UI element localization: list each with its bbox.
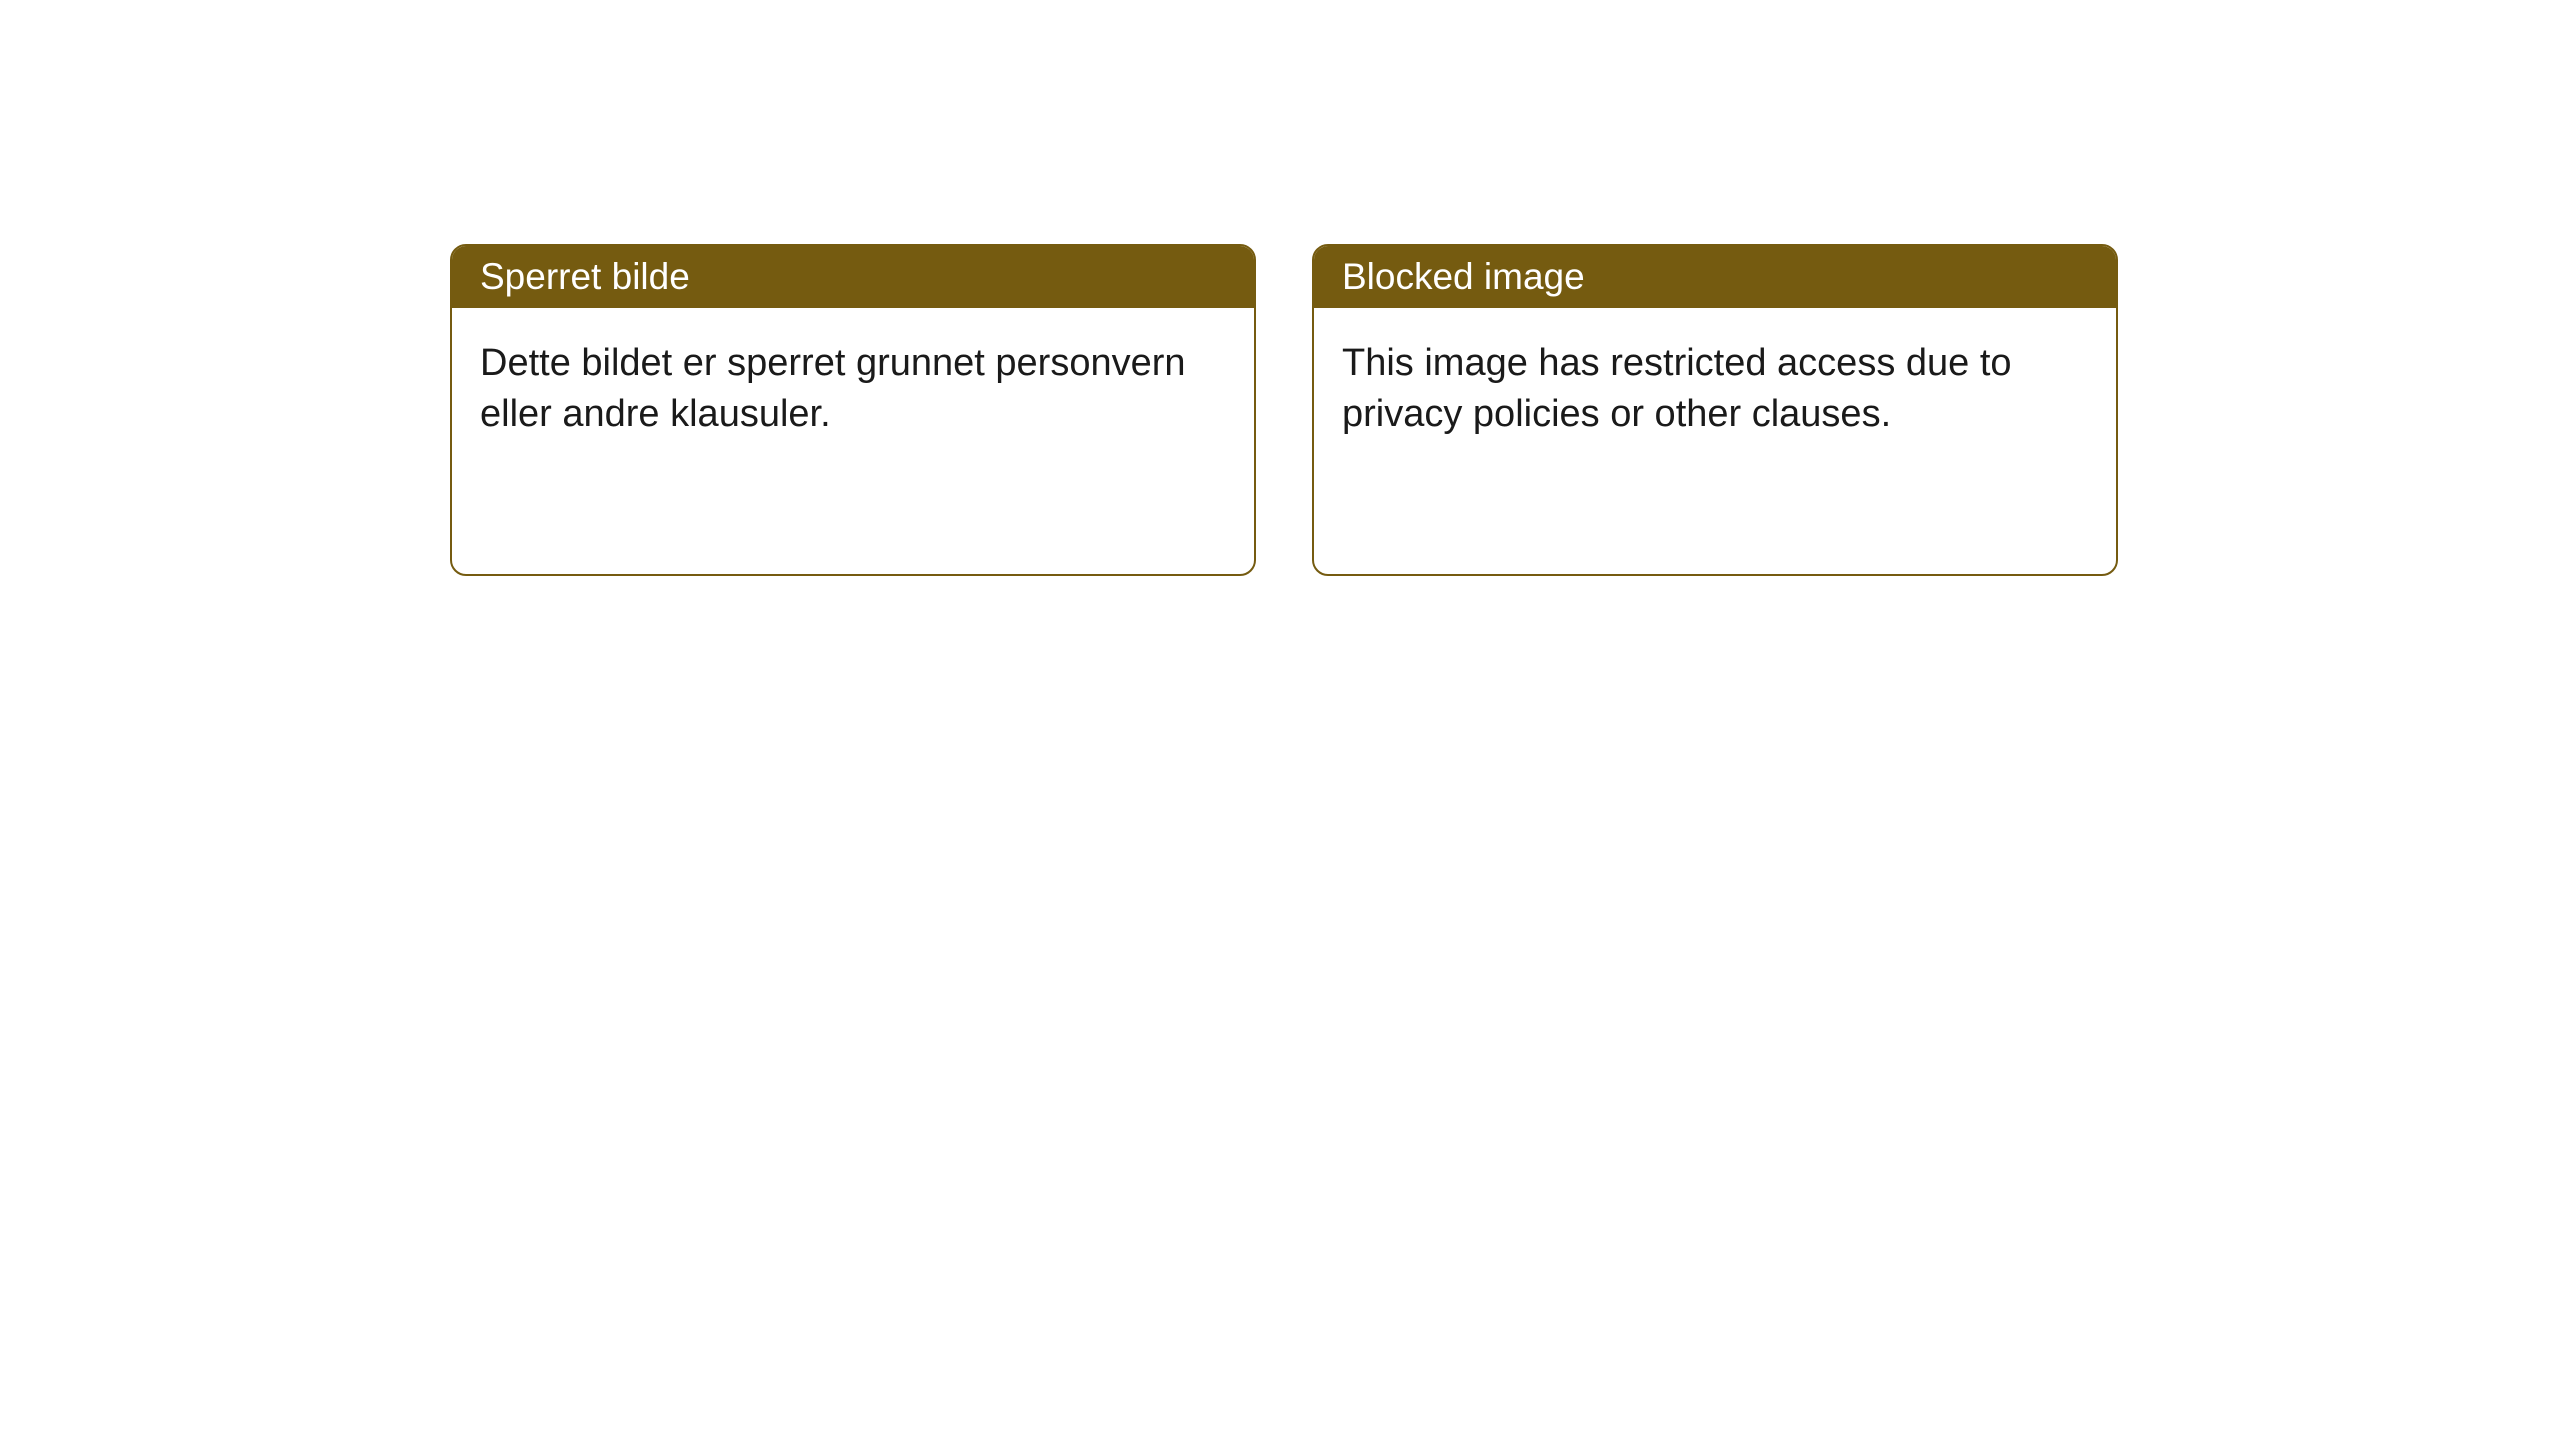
notice-box-english: Blocked image This image has restricted … [1312,244,2118,576]
notice-header: Sperret bilde [452,246,1254,308]
notice-box-norwegian: Sperret bilde Dette bildet er sperret gr… [450,244,1256,576]
notice-title: Blocked image [1342,256,1585,297]
notice-body: This image has restricted access due to … [1314,308,2116,471]
notice-body-text: Dette bildet er sperret grunnet personve… [480,342,1186,435]
notice-container: Sperret bilde Dette bildet er sperret gr… [0,0,2560,576]
notice-header: Blocked image [1314,246,2116,308]
notice-title: Sperret bilde [480,256,690,297]
notice-body-text: This image has restricted access due to … [1342,342,2012,435]
notice-body: Dette bildet er sperret grunnet personve… [452,308,1254,471]
